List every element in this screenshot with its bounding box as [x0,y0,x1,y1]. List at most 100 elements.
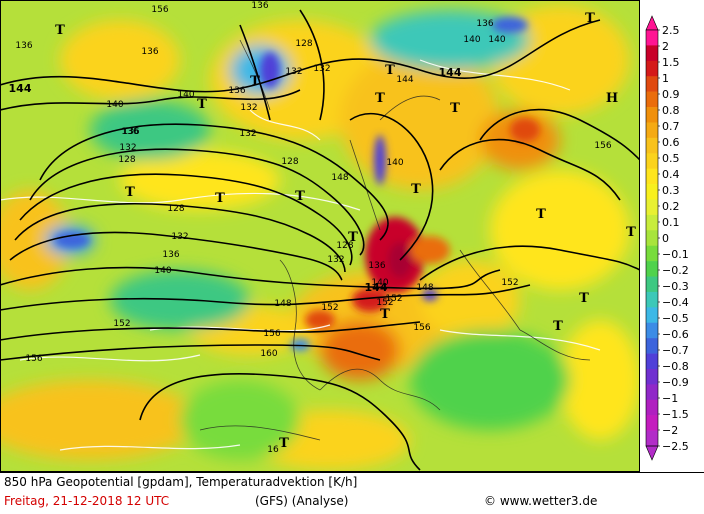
colorbar-tick-label: 0.6 [662,136,680,149]
colorbar-swatch [646,107,658,123]
colorbar-swatch [646,168,658,185]
contour-label: 136 [141,47,158,57]
contour-label: 128 [336,241,353,251]
colorbar-swatch [646,199,658,216]
contour-label: 148 [331,173,348,183]
low-pressure-label: T [250,74,260,89]
colorbar-tick-label: −0.6 [662,328,689,341]
contour-label: 152 [321,303,338,313]
low-pressure-label: T [553,319,563,334]
colorbar-swatch [646,353,658,370]
colorbar-swatch [646,76,658,92]
colorbar-tick-label: 0 [662,232,669,245]
contour-label: 160 [260,349,277,359]
advection-shading [0,5,640,470]
colorbar-swatch [646,430,658,447]
pressure-markers: T T T T T T T T T T T T T T T T T H T [55,11,636,451]
contour-label: 136 [251,1,268,11]
contour-label: 144 [365,281,388,294]
colorbar-swatch [646,137,658,154]
contour-label: 144 [9,82,32,95]
low-pressure-label: T [385,63,395,78]
colorbar-tick-label: 0.5 [662,152,680,165]
colorbar-tick-label: −0.7 [662,344,689,357]
low-pressure-label: T [125,185,135,200]
contour-label: 140 [154,266,171,276]
contour-label: 152 [376,298,393,308]
contour-label: 156 [151,5,168,15]
colorbar-tick-label: 0.7 [662,120,680,133]
map-footer: 850 hPa Geopotential [gpdam], Temperatur… [0,472,704,514]
low-pressure-label: T [295,189,305,204]
low-pressure-label: T [375,91,385,106]
contour-label: 136 [162,250,179,260]
colorbar-tick-label: −0.2 [662,264,689,277]
coastlines [199,39,591,441]
contour-label: 152 [385,294,402,304]
low-pressure-label: T [348,230,358,245]
contour-label: 156 [413,323,430,333]
colorbar-tick-label: −1 [662,392,678,405]
contour-label: 136 [121,127,138,137]
contour-label: 156 [263,329,280,339]
colorbar-tick-label: −0.5 [662,312,689,325]
colorbar-swatch [646,45,658,62]
colorbar-swatch [646,261,658,277]
colorbar-swatch [646,245,658,262]
colorbar-swatch [646,399,658,416]
contour-label: 148 [274,299,291,309]
colorbar-swatch [646,276,658,293]
contour-label: 140 [106,100,123,110]
contour-label: 140 [177,90,194,100]
colorbar-swatch [646,384,658,401]
colorbar-swatch [646,322,658,339]
contour-label: 128 [118,155,135,165]
low-pressure-label: T [55,23,65,38]
contour-label: 152 [113,319,130,329]
model-label: (GFS) (Analyse) [255,494,349,508]
colorbar-tick-label: 0.4 [662,168,680,181]
contour-labels: 136 144 140 136 132 128 128 132 136 140 … [9,1,612,455]
colorbar-swatch [646,122,658,139]
contour-label: 144 [396,75,413,85]
colorbar-tick-label: 0.8 [662,104,680,117]
colorbar-tick-label: −2 [662,424,678,437]
low-pressure-label: T [536,207,546,222]
colorbar-swatch [646,60,658,77]
colorbar-swatch [646,30,658,46]
colorbar-tick-label: 1 [662,72,669,85]
contour-label: 136 [476,19,493,29]
colorbar-tick-label: −0.3 [662,280,689,293]
contour-label: 16 [267,445,279,455]
contour-label: 132 [240,103,257,113]
weather-map: 136 144 140 136 132 128 128 132 136 140 … [0,0,640,472]
low-pressure-label: T [450,101,460,116]
contour-label: 132 [239,129,256,139]
zero-contours [0,59,601,451]
high-pressure-label: H [606,91,618,106]
low-pressure-label: T [626,225,636,240]
colorbar-tick-label: −2.5 [662,440,689,453]
low-pressure-label: T [585,11,595,26]
contour-label: 128 [295,39,312,49]
contour-label: 156 [594,141,611,151]
colorbar-tick-label: −1.5 [662,408,689,421]
contour-label: 132 [119,143,136,153]
contour-label: 136 [15,41,32,51]
colorbar-swatch [646,307,658,324]
colorbar-tick-label: 0.2 [662,200,680,213]
colorbar-swatch [646,91,658,108]
contour-label: 132 [313,64,330,74]
contour-label: 136 [228,86,245,96]
colorbar-swatch [646,291,658,308]
colorbar-tick-label: 0.9 [662,88,680,101]
colorbar-swatch [646,368,658,385]
contour-label: 156 [25,354,42,364]
colorbar-swatch [646,230,658,247]
colorbar-bottom-arrow [645,445,659,461]
contour-label: 144 [439,66,462,79]
map-title: 850 hPa Geopotential [gpdam], Temperatur… [4,475,358,489]
contour-label: 128 [281,157,298,167]
low-pressure-label: T [579,291,589,306]
colorbar-tick-label: 1.5 [662,56,680,69]
